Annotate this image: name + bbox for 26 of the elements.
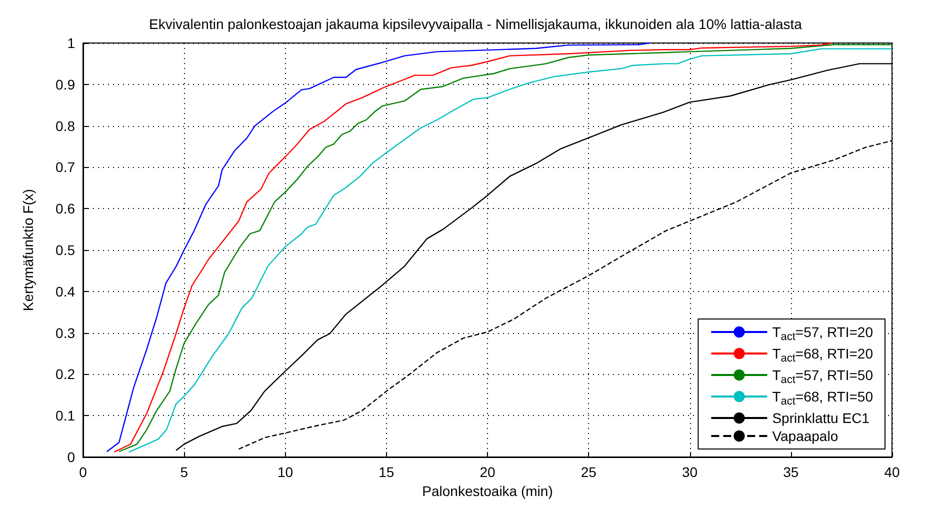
- x-tick-label: 30: [682, 464, 698, 480]
- y-tick-label: 0.1: [56, 408, 76, 424]
- legend-label: Vapaapalo: [772, 428, 838, 444]
- x-tick-label: 20: [480, 464, 496, 480]
- x-tick-label: 10: [277, 464, 294, 480]
- x-tick-label: 35: [783, 464, 799, 480]
- x-tick-label: 5: [180, 464, 188, 480]
- x-tick-label: 40: [884, 464, 900, 480]
- legend-label: Sprinklattu EC1: [772, 410, 870, 426]
- y-tick-label: 0: [67, 449, 76, 465]
- y-tick-label: 1: [67, 35, 76, 51]
- y-tick-label: 0.5: [56, 242, 76, 258]
- y-tick-label: 0.9: [56, 76, 76, 92]
- x-tick-label: 15: [378, 464, 394, 480]
- y-tick-label: 0.7: [56, 159, 76, 176]
- y-tick-label: 0.2: [56, 366, 76, 382]
- x-tick-label: 25: [580, 464, 597, 480]
- y-axis-title: Kertymäfunktio F(x): [20, 188, 36, 312]
- y-tick-label: 0.4: [56, 283, 76, 300]
- y-tick-label: 0.3: [56, 324, 76, 341]
- x-axis-title: Palonkestoaika (min): [422, 482, 553, 499]
- line-series: [106, 42, 650, 452]
- chart-title: Ekvivalentin palonkestoajan jakauma kipsilevyvaipalla - Nimellisjakauma, ikkunoiden ala 10% lattia-alasta: [149, 16, 802, 32]
- y-tick-label: 0.8: [56, 118, 76, 134]
- x-tick-label: 0: [79, 464, 88, 480]
- y-tick-label: 0.6: [56, 200, 76, 217]
